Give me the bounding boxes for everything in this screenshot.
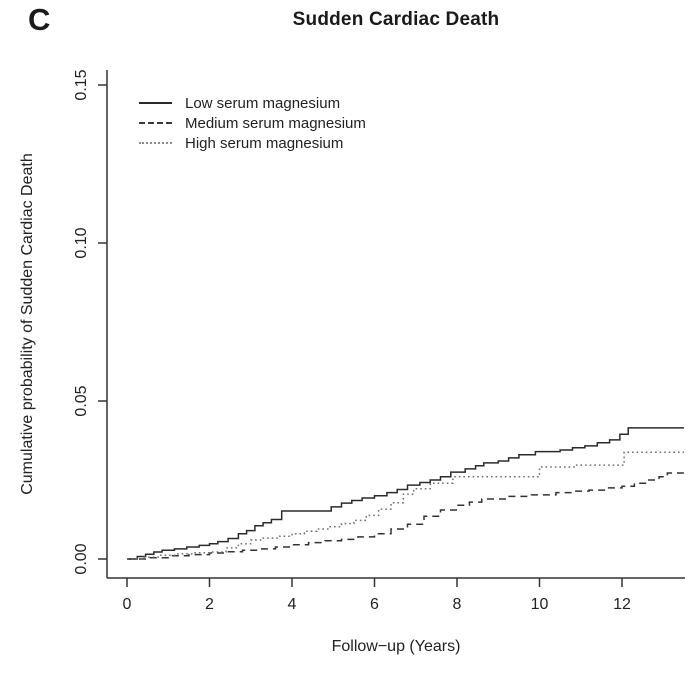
legend-item-medium: Medium serum magnesium	[139, 113, 366, 133]
x-tick-label: 4	[288, 596, 297, 613]
x-tick-label: 8	[453, 596, 462, 613]
chart-title: Sudden Cardiac Death	[292, 9, 500, 30]
legend: Low serum magnesium Medium serum magnesi…	[139, 93, 366, 153]
legend-label-low: Low serum magnesium	[185, 94, 341, 112]
series-solid-curve	[127, 427, 684, 560]
y-tick-label: 0.00	[73, 543, 90, 574]
legend-label-medium: Medium serum magnesium	[185, 114, 366, 132]
x-axis-title: Follow−up (Years)	[331, 638, 461, 655]
series-dotted-curve	[127, 451, 684, 560]
y-tick-label: 0.10	[73, 227, 90, 258]
panel-label: C	[28, 2, 51, 37]
x-tick-label: 2	[205, 596, 214, 613]
y-axis-title: Cumulative probability of Sudden Cardiac…	[19, 153, 36, 495]
x-tick-label: 12	[613, 596, 631, 613]
legend-item-high: High serum magnesium	[139, 133, 366, 153]
dashed-line-sample-icon	[139, 122, 172, 124]
x-tick-label: 10	[531, 596, 549, 613]
legend-item-low: Low serum magnesium	[139, 93, 366, 113]
dotted-line-sample-icon	[139, 142, 172, 144]
y-tick-label: 0.05	[73, 385, 90, 416]
series-dashed-curve	[127, 472, 684, 560]
x-tick-label: 6	[370, 596, 379, 613]
y-tick-label: 0.15	[73, 69, 90, 100]
legend-label-high: High serum magnesium	[185, 134, 344, 152]
solid-line-sample-icon	[139, 102, 172, 104]
y-axis-title-container: Cumulative probability of Sudden Cardiac…	[6, 0, 50, 648]
x-tick-label: 0	[123, 596, 132, 613]
